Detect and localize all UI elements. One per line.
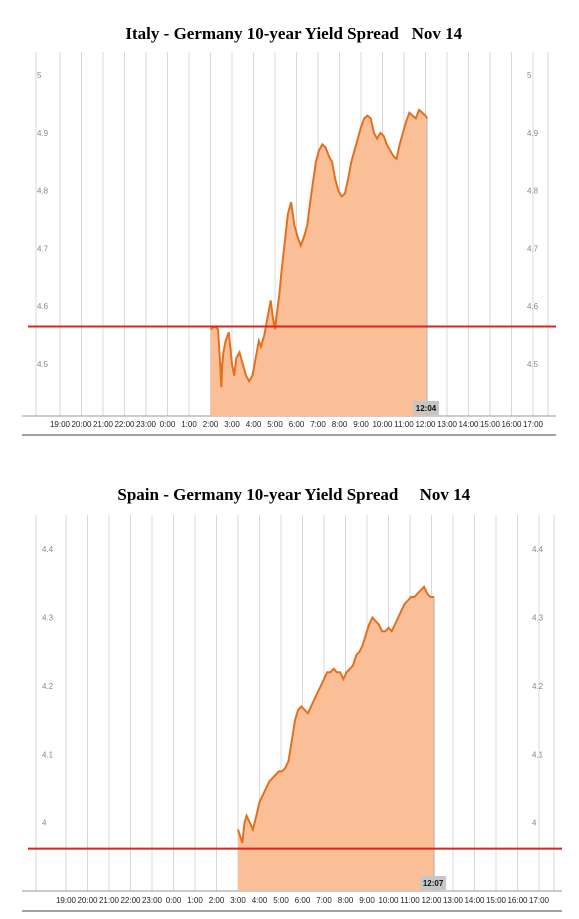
current-time-marker xyxy=(420,876,447,890)
x-tick-label: 2:00 xyxy=(209,896,225,905)
x-tick-label: 10:00 xyxy=(372,420,393,429)
current-time-label: 12:04 xyxy=(416,404,437,413)
italy-spread-chart: 19:00 20:00 21:00 22:00 23:00 0:00 1:00 2:00 3:0… xyxy=(22,52,556,436)
y-tick-label-right: 4.2 xyxy=(532,682,544,691)
x-tick-label: 19:00 xyxy=(56,896,77,905)
y-tick-label-left: 4.3 xyxy=(42,614,54,623)
x-tick-label: 13:00 xyxy=(437,420,458,429)
y-tick-label-right: 4.3 xyxy=(532,614,544,623)
x-tick-label: 8:00 xyxy=(338,896,354,905)
x-tick-label: 22:00 xyxy=(114,420,135,429)
x-tick-label: 20:00 xyxy=(71,420,92,429)
x-tick-label: 23:00 xyxy=(142,896,163,905)
y-tick-label-right: 4.5 xyxy=(527,360,539,369)
x-tick-label: 9:00 xyxy=(353,420,369,429)
x-tick-label: 17:00 xyxy=(523,420,544,429)
y-tick-label-left: 4 xyxy=(42,819,47,828)
x-tick-label: 4:00 xyxy=(246,420,262,429)
y-tick-label-right: 4 xyxy=(532,819,537,828)
y-tick-label-left: 4.9 xyxy=(37,129,49,138)
x-tick-label: 3:00 xyxy=(224,420,240,429)
x-tick-label: 0:00 xyxy=(160,420,176,429)
chart-title-spain-date: Nov 14 xyxy=(419,485,471,504)
x-tick-label: 3:00 xyxy=(230,896,246,905)
series-area xyxy=(238,586,435,891)
y-tick-label-right: 4.7 xyxy=(527,244,539,253)
x-tick-label: 1:00 xyxy=(187,896,203,905)
x-tick-label: 15:00 xyxy=(480,420,501,429)
x-tick-label: 6:00 xyxy=(295,896,311,905)
x-tick-label: 7:00 xyxy=(310,420,326,429)
x-tick-label: 17:00 xyxy=(529,896,550,905)
x-tick-label: 8:00 xyxy=(332,420,348,429)
x-tick-label: 14:00 xyxy=(464,896,485,905)
y-tick-label-right: 4.8 xyxy=(527,187,539,196)
chart-title-italy-main: Italy - Germany 10-year Yield Spread xyxy=(125,24,399,43)
y-tick-label-left: 4.4 xyxy=(42,545,54,554)
y-tick-label-left: 4.6 xyxy=(37,302,49,311)
current-time-marker xyxy=(413,401,440,415)
x-tick-label: 5:00 xyxy=(267,420,283,429)
x-tick-label: 7:00 xyxy=(316,896,332,905)
x-tick-label: 11:00 xyxy=(394,420,414,429)
x-tick-label: 4:00 xyxy=(252,896,268,905)
spain-spread-chart: 19:00 20:00 21:00 22:00 23:00 0:00 1:00 2:00 3:0… xyxy=(22,515,562,912)
x-tick-label: 16:00 xyxy=(501,420,522,429)
x-tick-label: 5:00 xyxy=(273,896,289,905)
y-tick-label-left: 4.1 xyxy=(42,750,54,759)
series-area xyxy=(210,109,427,417)
chart-title-italy: Italy - Germany 10-year Yield Spread Nov… xyxy=(0,4,579,44)
x-tick-label: 22:00 xyxy=(120,896,141,905)
x-tick-label: 15:00 xyxy=(486,896,507,905)
series-line xyxy=(209,108,428,388)
x-tick-label: 13:00 xyxy=(443,896,464,905)
chart-title-italy-date: Nov 14 xyxy=(411,24,463,43)
x-tick-label: 12:00 xyxy=(421,896,442,905)
x-tick-label: 1:00 xyxy=(181,420,197,429)
x-tick-label: 0:00 xyxy=(166,896,182,905)
x-tick-label: 21:00 xyxy=(93,420,114,429)
y-tick-label-left: 4.2 xyxy=(42,682,54,691)
y-tick-label-right: 4.4 xyxy=(532,545,544,554)
y-tick-label-left: 5 xyxy=(37,71,42,80)
current-time-label: 12:07 xyxy=(423,879,444,888)
chart-title-spain: Spain - Germany 10-year Yield Spread Nov… xyxy=(0,465,579,505)
y-tick-label-right: 4.1 xyxy=(532,750,544,759)
y-tick-label-right: 4.9 xyxy=(527,129,539,138)
x-tick-label: 16:00 xyxy=(507,896,528,905)
y-tick-label-left: 4.5 xyxy=(37,360,49,369)
x-tick-label: 14:00 xyxy=(458,420,479,429)
y-tick-label-left: 4.8 xyxy=(37,187,49,196)
x-tick-label: 12:00 xyxy=(415,420,436,429)
x-tick-label: 10:00 xyxy=(378,896,399,905)
x-tick-label: 20:00 xyxy=(77,896,98,905)
x-tick-label: 19:00 xyxy=(50,420,71,429)
x-tick-label: 6:00 xyxy=(289,420,305,429)
chart-title-spain-main: Spain - Germany 10-year Yield Spread xyxy=(117,485,399,504)
y-tick-label-right: 5 xyxy=(527,71,532,80)
series-line xyxy=(237,585,435,844)
x-tick-label: 11:00 xyxy=(400,896,420,905)
x-tick-label: 23:00 xyxy=(136,420,157,429)
x-tick-label: 21:00 xyxy=(99,896,120,905)
x-tick-label: 9:00 xyxy=(359,896,375,905)
x-tick-label: 2:00 xyxy=(203,420,219,429)
y-tick-label-right: 4.6 xyxy=(527,302,539,311)
y-tick-label-left: 4.7 xyxy=(37,244,49,253)
